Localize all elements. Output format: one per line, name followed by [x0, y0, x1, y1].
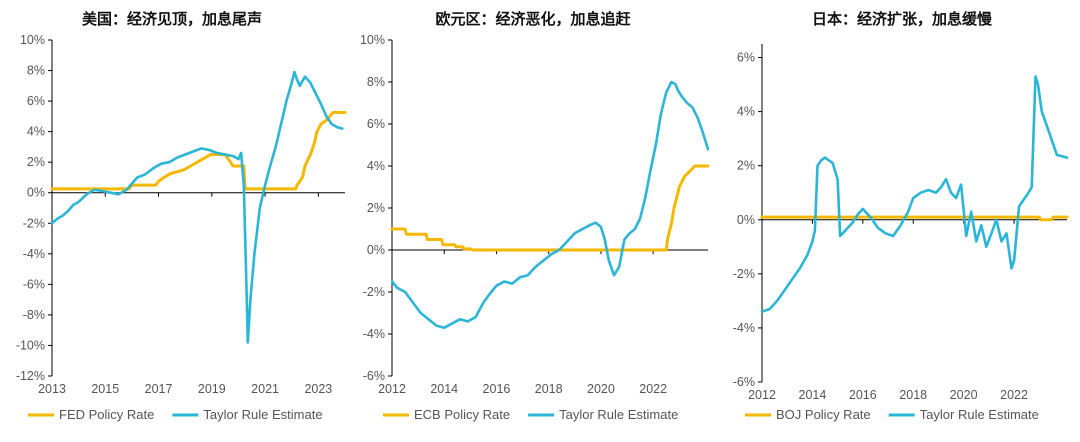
- x-tick-label: 2018: [899, 388, 927, 402]
- y-tick-label: 4%: [737, 105, 755, 119]
- legend-label-taylor: Taylor Rule Estimate: [920, 407, 1039, 422]
- y-tick-label: 4%: [367, 159, 385, 173]
- x-tick-label: 2016: [849, 388, 877, 402]
- x-tick-label: 2013: [38, 382, 66, 396]
- y-tick-label: -2%: [733, 267, 755, 281]
- legend-label-taylor: Taylor Rule Estimate: [559, 407, 678, 422]
- chart-title: 美国：经济见顶，加息尾声: [82, 10, 262, 28]
- y-tick-label: -12%: [16, 369, 45, 383]
- y-tick-label: 2%: [367, 201, 385, 215]
- y-tick-label: 10%: [20, 33, 45, 47]
- x-tick-label: 2021: [251, 382, 279, 396]
- eurozone-chart: 欧元区：经济恶化，加息追赶 -6% -4% -2% 0% 2% 4% 6% 8% 10% 2012 2…: [360, 10, 710, 422]
- y-tick-label: 10%: [360, 33, 385, 47]
- x-tick-label: 2019: [198, 382, 226, 396]
- policy-rate-line: [50, 111, 347, 191]
- chart-title: 欧元区：经济恶化，加息追赶: [435, 10, 631, 28]
- legend-label-taylor: Taylor Rule Estimate: [203, 407, 322, 422]
- taylor-rule-line: [50, 70, 344, 344]
- y-tick-label: 6%: [737, 51, 755, 65]
- x-tick-label: 2015: [91, 382, 119, 396]
- taylor-rule-line: [760, 75, 1069, 314]
- x-tick-label: 2014: [430, 382, 458, 396]
- legend-label-policy: FED Policy Rate: [59, 407, 154, 422]
- y-tick-label: -8%: [23, 308, 45, 322]
- y-tick-label: -4%: [23, 247, 45, 261]
- x-tick-label: 2017: [145, 382, 173, 396]
- policy-rate-line: [760, 215, 1069, 222]
- y-tick-label: 8%: [367, 75, 385, 89]
- us-chart: 美国：经济见顶，加息尾声 -12% -10% -8% -6% -4% -2% 0% 2% 4% 6%…: [16, 10, 347, 422]
- japan-chart: 日本：经济扩张，加息缓慢 -6% -4% -2% 0% 2% 4% 6% 2012 2014 201…: [733, 10, 1069, 422]
- y-tick-label: 2%: [27, 155, 45, 169]
- x-tick-label: 2012: [378, 382, 406, 396]
- y-tick-label: -10%: [16, 338, 45, 352]
- y-tick-label: -6%: [23, 277, 45, 291]
- chart-title: 日本：经济扩张，加息缓慢: [812, 10, 993, 28]
- y-tick-label: 6%: [27, 94, 45, 108]
- x-tick-label: 2022: [639, 382, 667, 396]
- x-tick-label: 2014: [799, 388, 827, 402]
- y-tick-label: -4%: [733, 321, 755, 335]
- x-tick-label: 2022: [1000, 388, 1028, 402]
- legend-label-policy: BOJ Policy Rate: [776, 407, 871, 422]
- y-tick-label: 0%: [737, 213, 755, 227]
- x-tick-label: 2020: [587, 382, 615, 396]
- legend-label-policy: ECB Policy Rate: [414, 407, 510, 422]
- y-tick-label: 0%: [367, 243, 385, 257]
- y-tick-label: 4%: [27, 125, 45, 139]
- x-tick-label: 2016: [483, 382, 511, 396]
- y-tick-label: -4%: [363, 327, 385, 341]
- y-tick-label: 8%: [27, 64, 45, 78]
- policy-rate-line: [390, 164, 710, 252]
- y-tick-label: 0%: [27, 186, 45, 200]
- y-tick-label: -6%: [363, 369, 385, 383]
- taylor-rule-line: [390, 80, 710, 330]
- y-tick-label: 2%: [737, 159, 755, 173]
- x-tick-label: 2023: [304, 382, 332, 396]
- y-tick-label: -2%: [363, 285, 385, 299]
- x-tick-label: 2020: [950, 388, 978, 402]
- y-tick-label: -6%: [733, 375, 755, 389]
- x-tick-label: 2012: [748, 388, 776, 402]
- y-tick-label: 6%: [367, 117, 385, 131]
- x-tick-label: 2018: [535, 382, 563, 396]
- y-tick-label: -2%: [23, 216, 45, 230]
